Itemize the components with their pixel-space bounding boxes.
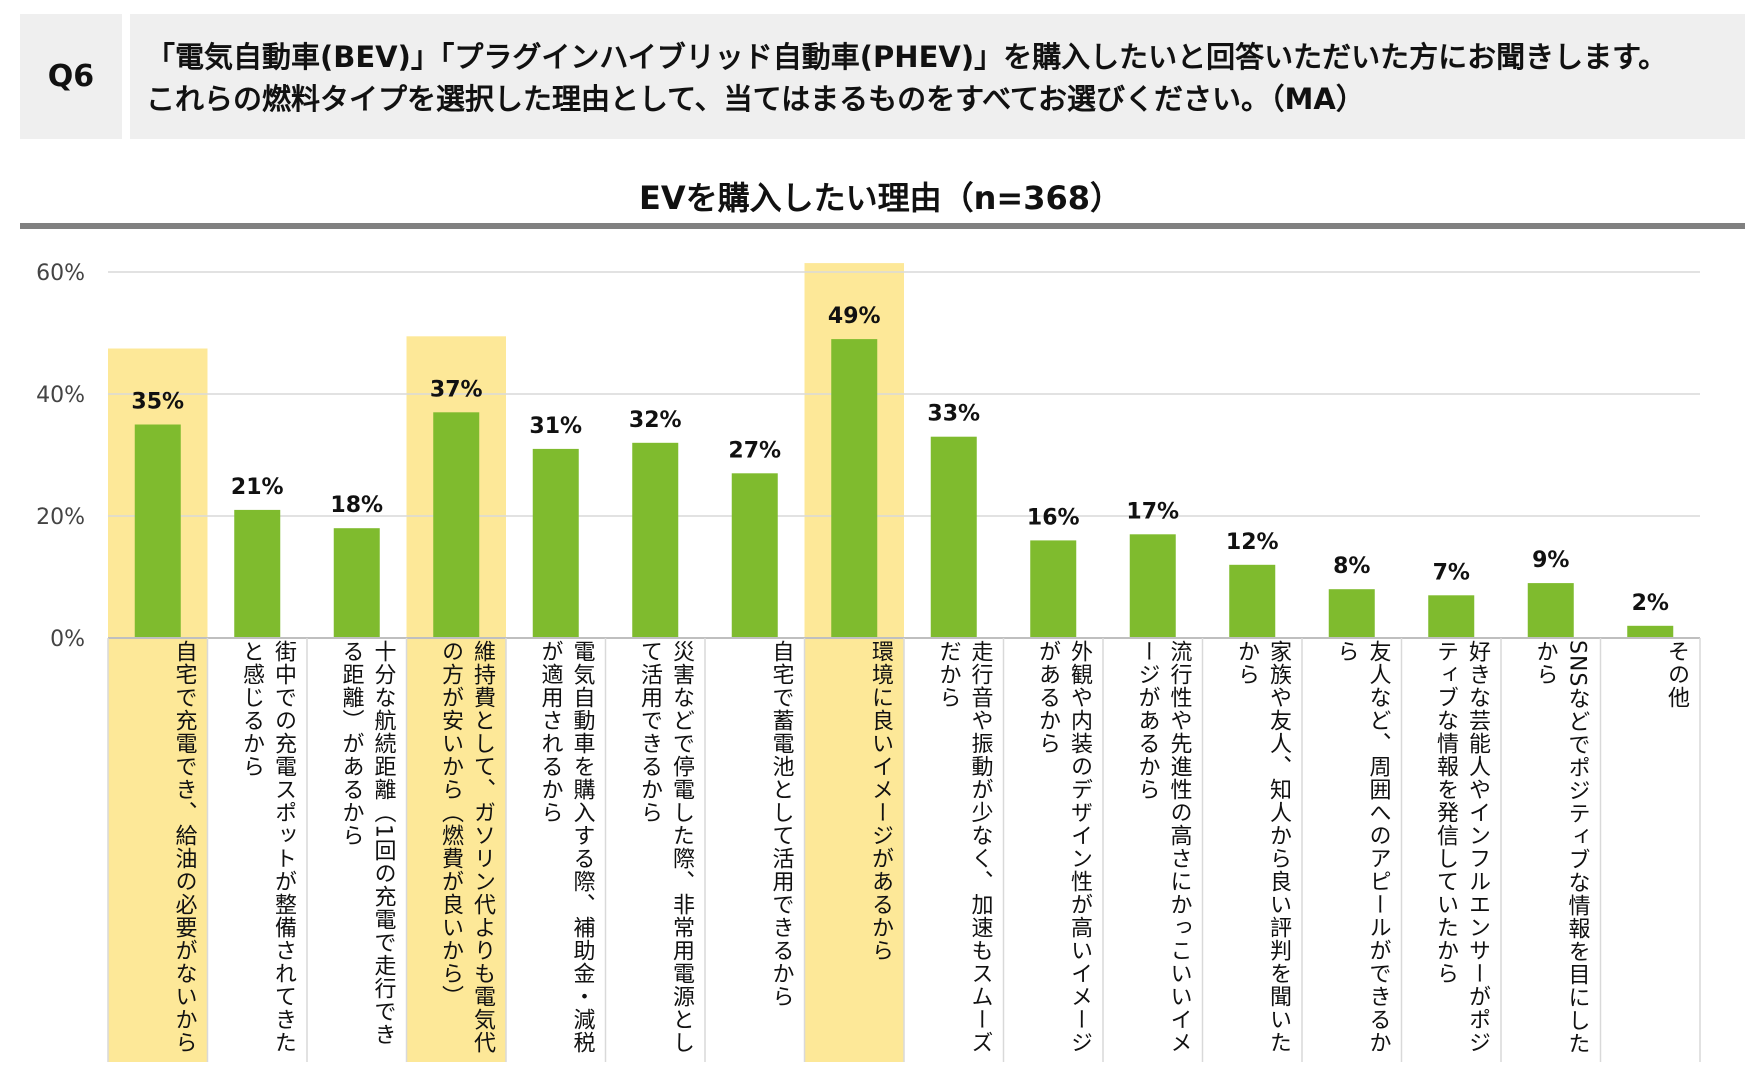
question-number: Q6 <box>20 14 122 139</box>
bar <box>1229 564 1276 638</box>
title-rule <box>20 223 1745 229</box>
bar <box>1627 625 1674 638</box>
data-label: 2% <box>1632 591 1669 616</box>
data-label: 12% <box>1226 530 1279 555</box>
x-category-label: 友人など、周囲へのアピールができるから <box>1333 640 1391 1054</box>
data-label: 37% <box>430 377 483 402</box>
bar <box>134 424 181 638</box>
bar <box>731 473 778 638</box>
x-category-label: 災害などで停電した際、非常用電源として活用できるから <box>637 640 694 1054</box>
bar <box>333 528 380 638</box>
chart-title: EVを購入したい理由（n=368） <box>638 179 1123 217</box>
bar <box>532 448 579 638</box>
bar <box>831 339 878 638</box>
y-tick-label: 40% <box>36 383 85 408</box>
data-label: 32% <box>629 408 682 433</box>
data-label: 35% <box>131 390 184 415</box>
x-category-label: 好きな芸能人やインフルエンサーがポジティブな情報を発信していたから <box>1433 640 1490 1054</box>
bar <box>433 412 480 638</box>
data-label: 49% <box>828 304 881 329</box>
data-label: 8% <box>1333 554 1370 579</box>
x-category-label: 外観や内装のデザイン性が高いイメージがあるから <box>1035 640 1092 1054</box>
bar <box>234 509 281 638</box>
x-category-label: 街中での充電スポットが整備されてきたと感じるから <box>239 640 296 1054</box>
y-tick-label: 60% <box>36 261 85 286</box>
y-tick-label: 0% <box>50 627 85 652</box>
data-label: 17% <box>1126 499 1179 524</box>
bar <box>1030 540 1077 638</box>
x-category-label: 家族や友人、知人から良い評判を聞いたから <box>1234 640 1291 1054</box>
x-category-label: SNSなどでポジティブな情報を目にしたから <box>1532 640 1590 1056</box>
data-label: 18% <box>330 493 383 518</box>
bar <box>1428 595 1475 638</box>
x-category-label: 走行音や振動が少なく、加速もスムーズだから <box>935 640 993 1054</box>
data-label: 16% <box>1027 505 1080 530</box>
data-label: 9% <box>1532 548 1569 573</box>
x-category-label: その他 <box>1664 640 1689 709</box>
x-category-label: 維持費として、ガソリン代よりも電気代の方が安いから（燃費が良いから） <box>438 640 495 1054</box>
x-category-label: 自宅で蓄電池として活用できるから <box>768 640 794 1008</box>
x-category-label: 十分な航続距離（1回の充電で走行できる距離）があるから <box>338 640 396 1046</box>
x-category-label: 流行性や先進性の高さにかっこいいイメージがあるから <box>1134 640 1192 1054</box>
data-label: 31% <box>529 414 582 439</box>
question-text: 「電気自動車(BEV)」「プラグインハイブリッド自動車(PHEV)」を購入したい… <box>130 14 1745 139</box>
data-label: 33% <box>927 402 980 427</box>
data-label: 7% <box>1433 560 1470 585</box>
bar <box>930 436 977 638</box>
x-category-label: 環境に良いイメージがあるから <box>868 640 893 962</box>
bar <box>1527 583 1574 638</box>
y-tick-label: 20% <box>36 505 85 530</box>
bar <box>1328 589 1375 638</box>
bar <box>1129 534 1176 638</box>
data-label: 21% <box>231 475 284 500</box>
x-category-label: 電気自動車を購入する際、補助金・減税が適用されるから <box>537 640 595 1054</box>
question-line-2: これらの燃料タイプを選択した理由として、当てはまるものをすべてお選びください。（… <box>146 82 1365 116</box>
question-line-1: 「電気自動車(BEV)」「プラグインハイブリッド自動車(PHEV)」を購入したい… <box>146 40 1668 74</box>
data-label: 27% <box>728 438 781 463</box>
x-category-label: 自宅で充電でき、給油の必要がないから <box>171 640 197 1054</box>
bar <box>632 442 679 638</box>
